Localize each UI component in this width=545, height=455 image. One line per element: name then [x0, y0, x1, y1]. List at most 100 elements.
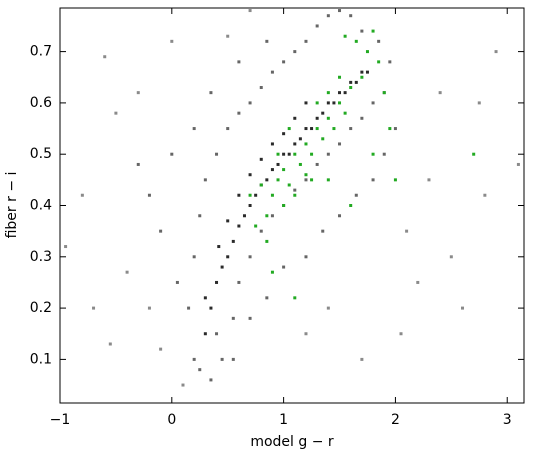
point [349, 86, 353, 90]
point [393, 127, 397, 131]
point [365, 70, 369, 74]
point [242, 214, 246, 218]
point [248, 255, 252, 259]
point [175, 280, 179, 284]
point [237, 60, 241, 64]
point [472, 152, 476, 156]
point [377, 60, 381, 64]
point [315, 127, 319, 131]
point [377, 39, 381, 43]
point [248, 9, 252, 13]
point [282, 168, 286, 172]
point [92, 306, 96, 310]
point [388, 127, 392, 131]
point [237, 224, 241, 228]
point [265, 39, 269, 43]
point [449, 255, 453, 259]
point [315, 101, 319, 105]
point [259, 86, 263, 90]
point [360, 70, 364, 74]
point [338, 101, 342, 105]
point [192, 127, 196, 131]
point [80, 193, 84, 197]
point [304, 178, 308, 182]
point [276, 152, 280, 156]
point [393, 178, 397, 182]
point [220, 265, 224, 269]
y-tick-label: 0.5 [30, 146, 52, 162]
point [332, 127, 336, 131]
point [276, 178, 280, 182]
point [282, 132, 286, 136]
point [203, 296, 207, 300]
point [371, 101, 375, 105]
point [304, 101, 308, 105]
point [231, 316, 235, 320]
point [371, 152, 375, 156]
point [326, 91, 330, 95]
point [343, 111, 347, 115]
point [226, 255, 230, 259]
point [304, 255, 308, 259]
point [326, 116, 330, 120]
point [259, 229, 263, 233]
y-tick-label: 0.7 [30, 44, 52, 60]
point [270, 168, 274, 172]
point [371, 178, 375, 182]
point [304, 332, 308, 336]
point [226, 34, 230, 38]
point [282, 265, 286, 269]
point [187, 306, 191, 310]
point [416, 280, 420, 284]
point [293, 296, 297, 300]
plot-area [64, 9, 520, 387]
point [248, 101, 252, 105]
point [326, 306, 330, 310]
point [304, 173, 308, 177]
point [259, 183, 263, 187]
point [231, 239, 235, 243]
point [270, 193, 274, 197]
point [399, 332, 403, 336]
point [293, 50, 297, 54]
point [360, 75, 364, 79]
point [326, 152, 330, 156]
point [254, 224, 258, 228]
point [248, 316, 252, 320]
point [343, 91, 347, 95]
point [360, 29, 364, 33]
point [270, 214, 274, 218]
point [265, 178, 269, 182]
point [360, 357, 364, 361]
point [114, 111, 118, 115]
point [354, 80, 358, 84]
point [282, 152, 286, 156]
point [198, 368, 202, 372]
y-tick-label: 0.6 [30, 95, 52, 111]
point [215, 332, 219, 336]
point [287, 152, 291, 156]
point [326, 178, 330, 182]
point [349, 127, 353, 131]
point [265, 239, 269, 243]
point [248, 204, 252, 207]
point [494, 50, 498, 54]
point [338, 214, 342, 218]
point [181, 383, 185, 387]
point [310, 127, 314, 131]
point [326, 14, 330, 18]
x-tick-label: 0 [167, 412, 176, 428]
point [304, 142, 308, 146]
point [287, 127, 291, 131]
point [338, 75, 342, 79]
x-tick-label: 2 [391, 412, 400, 428]
point [354, 193, 358, 197]
point [237, 193, 241, 197]
point [226, 219, 230, 223]
point [254, 193, 258, 197]
point [265, 296, 269, 300]
point [461, 306, 465, 310]
point [270, 70, 274, 74]
point [192, 357, 196, 361]
point [147, 193, 151, 197]
